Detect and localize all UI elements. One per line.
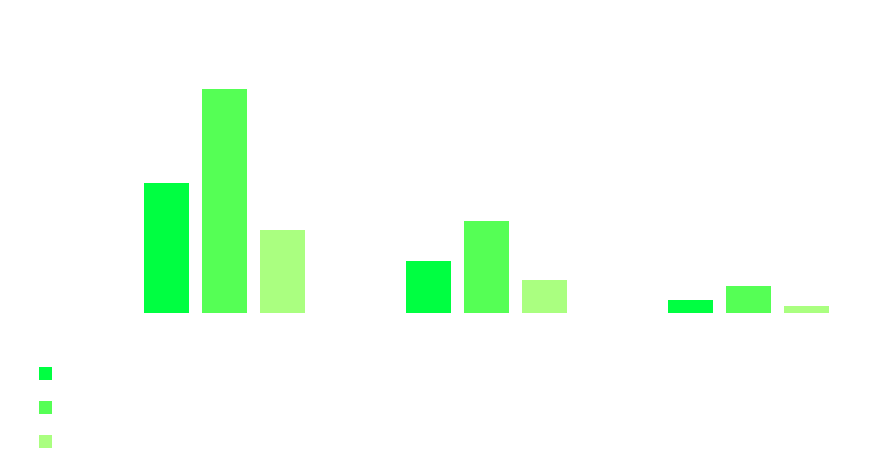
bar-group1-series3: [260, 230, 305, 313]
bar-group-layer: [144, 89, 829, 313]
bar-group3-series3: [784, 306, 829, 313]
bar-group2-series2: [464, 221, 509, 313]
bar-group2-series1: [406, 261, 451, 313]
legend-swatch-series1: [39, 367, 52, 380]
bar-group2-series3: [522, 280, 567, 313]
legend-swatch-series3: [39, 435, 52, 448]
legend: [39, 367, 52, 448]
legend-swatch-series2: [39, 401, 52, 414]
bar-group1-series2: [202, 89, 247, 313]
bar-group3-series2: [726, 286, 771, 313]
bar-group1-series1: [144, 183, 189, 313]
bar-group3-series1: [668, 300, 713, 313]
